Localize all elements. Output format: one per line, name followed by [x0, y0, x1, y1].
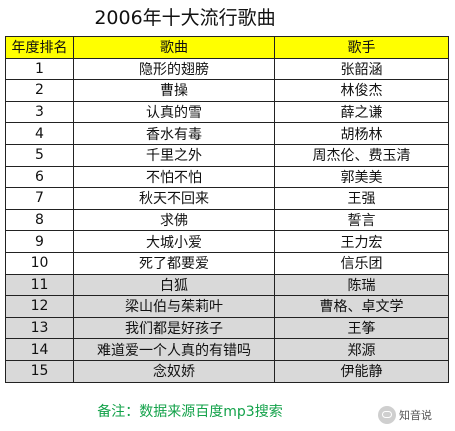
table-title: 2006年十大流行歌曲 [94, 7, 276, 29]
rank-cell: 2 [5, 79, 74, 102]
singer-cell: 郭美美 [274, 165, 449, 189]
footer-note: 备注：数据来源百度mp3搜索 [97, 404, 283, 420]
table-row: 8 求佛 誓言 [5, 208, 449, 232]
songs-table: 年度排名 歌曲 歌手 1 隐形的翅膀 张韶涵 2 曹操 林俊杰 3 认真的雪 薛之谦 4 香水有毒胡… [5, 36, 449, 383]
song-cell: 白狐 [73, 273, 275, 297]
song-cell: 梁山伯与茱莉叶 [73, 295, 275, 318]
singer-cell: 誓言 [274, 208, 449, 232]
song-cell: 千里之外 [73, 143, 275, 167]
rank-cell: 9 [5, 230, 74, 253]
rank-cell: 7 [5, 187, 74, 210]
rank-cell: 13 [5, 316, 74, 340]
table-row: 10 死了都要爱 信乐团 [5, 251, 449, 275]
table-row: 14 难道爱一个人真的有错吗 郑源 [5, 338, 449, 361]
song-cell: 难道爱一个人真的有错吗 [73, 338, 275, 361]
singer-cell: 张韶涵 [274, 57, 449, 81]
header-singer: 歌手 [274, 36, 449, 59]
table-row: 6 不怕不怕 郭美美 [5, 165, 449, 189]
singer-cell: 信乐团 [274, 251, 449, 275]
song-cell: 死了都要爱 [73, 251, 275, 275]
song-cell: 大城小爱 [73, 230, 275, 253]
singer-cell: 王强 [274, 187, 449, 210]
singer-cell: 郑源 [274, 338, 449, 361]
rank-cell: 10 [5, 251, 74, 275]
singer-cell: 林俊杰 [274, 79, 449, 102]
singer-cell: 曹格、卓文学 [274, 295, 449, 318]
rank-cell: 14 [5, 338, 74, 361]
singer-cell: 薛之谦 [274, 100, 449, 124]
table-row: 2 曹操 林俊杰 [5, 79, 449, 102]
header-song: 歌曲 [73, 36, 275, 59]
rank-cell: 1 [5, 57, 74, 81]
song-cell: 念奴娇 [73, 359, 275, 383]
table-row: 3 认真的雪 薛之谦 [5, 100, 449, 124]
singer-cell: 周杰伦、费玉清 [274, 143, 449, 167]
singer-cell: 胡杨林 [274, 122, 449, 145]
singer-cell: 王筝 [274, 316, 449, 340]
table-row: 11 白狐 陈瑞 [5, 273, 449, 297]
rank-cell: 4 [5, 122, 74, 145]
song-cell: 隐形的翅膀 [73, 57, 275, 81]
singer-cell: 陈瑞 [274, 273, 449, 297]
header-rank: 年度排名 [5, 36, 74, 59]
rank-cell: 15 [5, 359, 74, 383]
song-cell: 求佛 [73, 208, 275, 232]
song-cell: 认真的雪 [73, 100, 275, 124]
table-row: 4 香水有毒 胡杨林 [5, 122, 449, 145]
rank-cell: 11 [5, 273, 74, 297]
song-cell: 不怕不怕 [73, 165, 275, 189]
watermark-text: 知音说 [399, 409, 432, 422]
rank-cell: 6 [5, 165, 74, 189]
table-row: 12 梁山伯与茱莉叶 曹格、卓文学 [5, 295, 449, 318]
song-cell: 秋天不回来 [73, 187, 275, 210]
table-row: 9 大城小爱 王力宏 [5, 230, 449, 253]
watermark: 知音说 [378, 404, 432, 426]
rank-cell: 8 [5, 208, 74, 232]
song-cell: 香水有毒 [73, 122, 275, 145]
table-row: 15 念奴娇 伊能静 [5, 359, 449, 383]
singer-cell: 伊能静 [274, 359, 449, 383]
chat-bubble-icon [378, 406, 396, 424]
song-cell: 曹操 [73, 79, 275, 102]
header-row: 年度排名 歌曲 歌手 [5, 36, 449, 59]
rank-cell: 3 [5, 100, 74, 124]
table-row: 7 秋天不回来 王强 [5, 187, 449, 210]
table-row: 5 千里之外 周杰伦、费玉清 [5, 143, 449, 167]
table-row: 13 我们都是好孩子 王筝 [5, 316, 449, 340]
rank-cell: 5 [5, 143, 74, 167]
rank-cell: 12 [5, 295, 74, 318]
song-cell: 我们都是好孩子 [73, 316, 275, 340]
table-row: 1 隐形的翅膀 张韶涵 [5, 57, 449, 81]
singer-cell: 王力宏 [274, 230, 449, 253]
